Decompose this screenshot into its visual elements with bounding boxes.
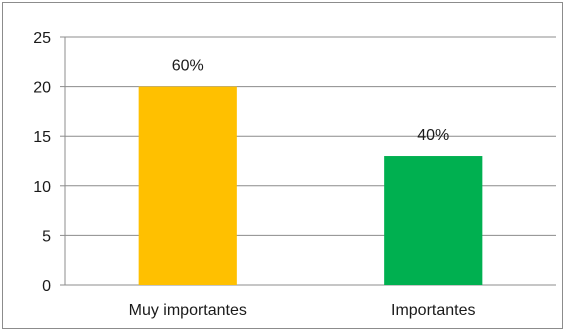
- bar-1: [138, 86, 237, 285]
- y-tick-label: 10: [33, 179, 51, 196]
- bar-chart: 0 5 10 15 20 25 60% 40% Muy importantes Importa…: [33, 30, 556, 319]
- y-tick-label: 15: [33, 129, 51, 146]
- data-labels: 60% 40%: [172, 58, 450, 144]
- x-tick-label-2: Importantes: [391, 302, 475, 319]
- y-tick-label: 20: [33, 80, 51, 97]
- y-tick-label: 5: [42, 228, 51, 245]
- x-tick-labels: Muy importantes Importantes: [129, 302, 476, 319]
- x-tick-label-1: Muy importantes: [129, 302, 247, 319]
- y-tick-label: 25: [33, 30, 51, 47]
- bars: [138, 86, 483, 285]
- y-tick-labels: 0 5 10 15 20 25: [33, 30, 51, 295]
- chart-frame: 0 5 10 15 20 25 60% 40% Muy importantes Importa…: [2, 2, 563, 329]
- data-label-1: 60%: [172, 58, 204, 75]
- y-tick-label: 0: [42, 278, 51, 295]
- bar-2: [384, 156, 483, 285]
- data-label-2: 40%: [417, 127, 449, 144]
